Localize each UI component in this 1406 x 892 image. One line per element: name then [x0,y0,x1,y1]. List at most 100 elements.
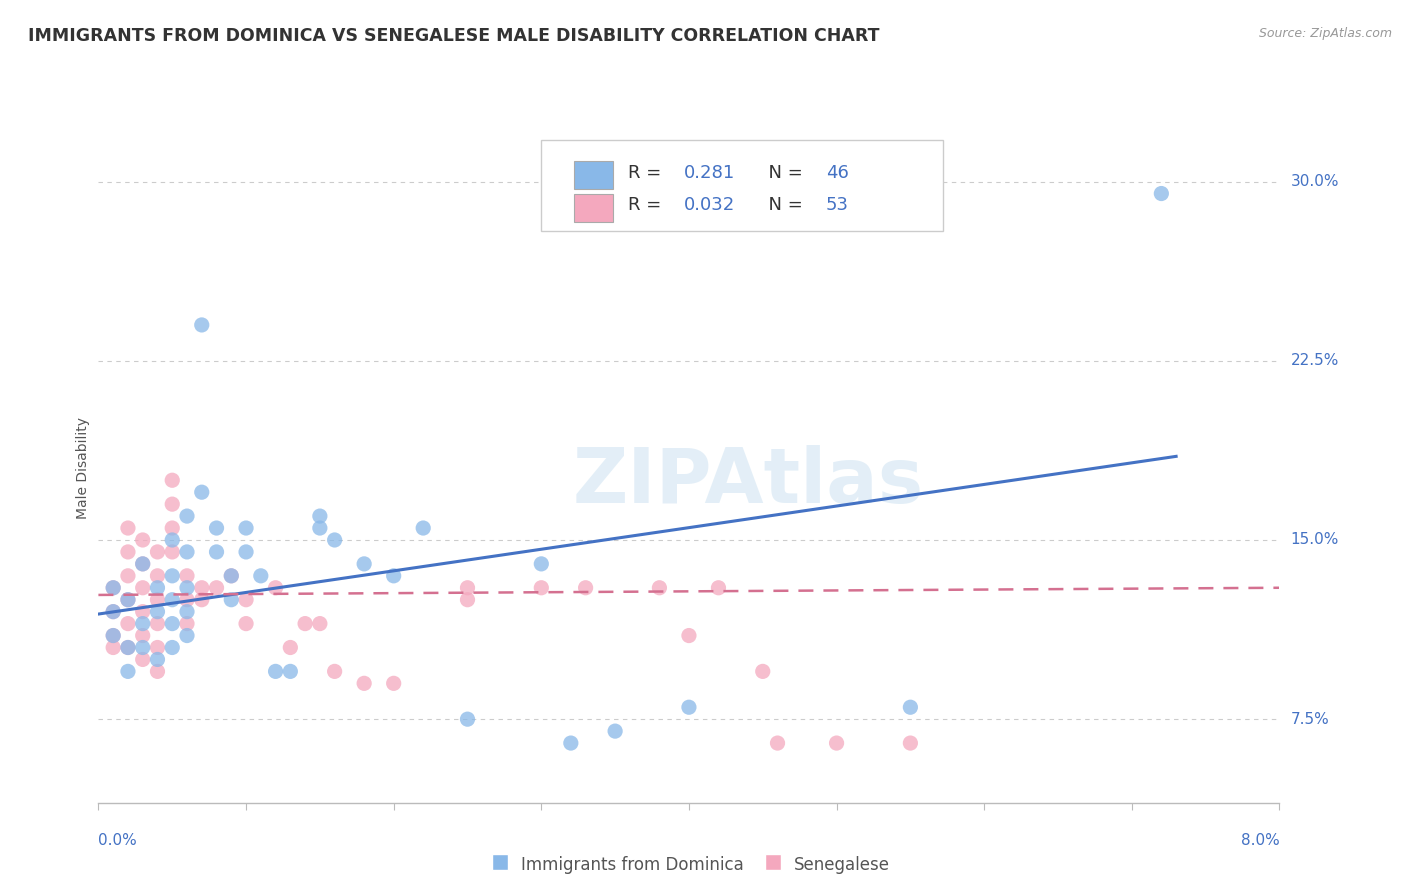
Point [456,712,478,726]
Point [146,581,169,595]
Point [176,592,198,607]
Legend: Immigrants from Dominica, Senegalese: Immigrants from Dominica, Senegalese [481,847,897,881]
Point [560,736,582,750]
Text: 0.281: 0.281 [685,163,735,182]
FancyBboxPatch shape [575,194,613,222]
Point [117,545,139,559]
Text: 22.5%: 22.5% [1291,353,1339,368]
Point [176,581,198,595]
Point [103,581,124,595]
Point [530,557,553,571]
Point [146,569,169,583]
Point [412,521,434,535]
Point [648,581,671,595]
Point [323,533,346,547]
Point [191,592,214,607]
Point [353,557,375,571]
Point [117,592,139,607]
Point [132,557,155,571]
Point [898,736,921,750]
Point [146,640,169,655]
Point [176,509,198,524]
Point [176,545,198,559]
Text: Source: ZipAtlas.com: Source: ZipAtlas.com [1258,27,1392,40]
Point [382,676,405,690]
Point [103,581,124,595]
Point [205,545,228,559]
Point [250,569,273,583]
Text: 46: 46 [825,163,849,182]
Point [146,605,169,619]
Point [103,605,124,619]
Point [162,592,183,607]
Point [162,616,183,631]
Text: IMMIGRANTS FROM DOMINICA VS SENEGALESE MALE DISABILITY CORRELATION CHART: IMMIGRANTS FROM DOMINICA VS SENEGALESE M… [28,27,880,45]
Point [235,521,257,535]
Point [308,509,332,524]
Point [132,629,155,643]
Text: R =: R = [627,196,666,214]
Text: R =: R = [627,163,666,182]
FancyBboxPatch shape [575,161,613,189]
Point [162,473,183,487]
Point [219,592,242,607]
Text: ZIPAtlas: ZIPAtlas [572,445,924,518]
Text: N =: N = [758,163,808,182]
Point [456,581,478,595]
FancyBboxPatch shape [541,141,943,231]
Point [264,665,287,679]
Point [162,533,183,547]
Point [191,581,214,595]
Point [132,533,155,547]
Point [117,592,139,607]
Point [530,581,553,595]
Point [308,521,332,535]
Point [191,318,214,332]
Point [132,652,155,666]
Point [132,640,155,655]
Point [146,652,169,666]
Point [235,545,257,559]
Point [353,676,375,690]
Point [1150,186,1173,201]
Point [205,521,228,535]
Point [219,569,242,583]
Point [176,569,198,583]
Point [278,665,301,679]
Point [146,545,169,559]
Point [308,616,332,631]
Point [678,629,700,643]
Point [751,665,773,679]
Point [117,616,139,631]
Point [146,665,169,679]
Point [132,557,155,571]
Point [707,581,730,595]
Point [117,640,139,655]
Text: 15.0%: 15.0% [1291,533,1339,548]
Text: 0.0%: 0.0% [98,833,138,848]
Point [146,592,169,607]
Text: 53: 53 [825,196,849,214]
Text: 8.0%: 8.0% [1240,833,1279,848]
Point [678,700,700,714]
Text: 0.032: 0.032 [685,196,735,214]
Point [132,616,155,631]
Point [766,736,789,750]
Text: 7.5%: 7.5% [1291,712,1329,727]
Point [191,485,214,500]
Point [264,581,287,595]
Point [117,569,139,583]
Point [574,581,596,595]
Point [898,700,921,714]
Point [162,545,183,559]
Point [146,616,169,631]
Point [132,581,155,595]
Point [456,592,478,607]
Point [103,640,124,655]
Point [323,665,346,679]
Point [162,521,183,535]
Point [103,629,124,643]
Y-axis label: Male Disability: Male Disability [76,417,90,519]
Point [382,569,405,583]
Point [103,605,124,619]
